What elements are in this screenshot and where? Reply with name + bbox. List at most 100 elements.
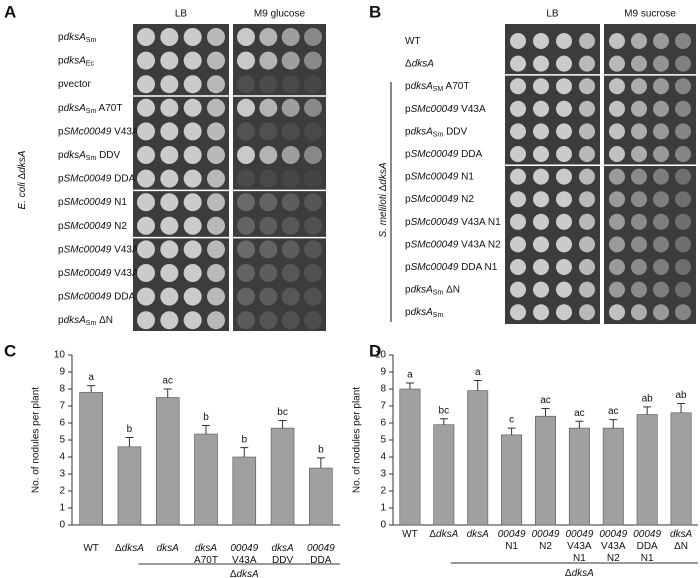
colony-spot: [556, 100, 572, 117]
row-label: pSMc00049 V43A N1: [405, 216, 501, 227]
text-run: WT: [405, 36, 421, 47]
colony-spot: [609, 78, 625, 95]
text-run: V43A N1: [458, 216, 501, 227]
italic-run: SMc00049: [64, 291, 112, 302]
italic-run: 00049: [565, 529, 593, 540]
colony-spot: [160, 146, 179, 164]
text-run: N1: [505, 541, 518, 552]
italic-run: SMc00049: [411, 149, 459, 160]
colony-spot: [259, 98, 278, 117]
colony-spot: [533, 123, 549, 140]
colony-spot: [259, 122, 278, 141]
colony-spot: [556, 123, 572, 140]
colony-spot: [259, 51, 278, 70]
text-run: p: [405, 284, 411, 295]
text-run: Δ: [378, 184, 389, 194]
italic-run: dksA: [64, 315, 87, 326]
side-label: S. meliloti ΔdksA: [378, 162, 389, 237]
colony-spot: [631, 259, 647, 275]
italic-run: dksA: [378, 162, 389, 185]
colony-spot: [137, 287, 155, 306]
colony-spot: [631, 191, 647, 208]
subscript-run: Sm: [433, 132, 444, 139]
text-run: p: [405, 262, 411, 273]
colony-spot: [304, 264, 322, 282]
colony-spot: [675, 100, 691, 117]
text-run: DDA: [310, 555, 331, 566]
row-label: WT: [405, 36, 421, 47]
colony-spot: [556, 168, 572, 185]
colony-spot: [675, 33, 691, 49]
bar: [636, 414, 658, 526]
colony-spot: [675, 55, 691, 72]
row-label: pdksASm: [405, 307, 443, 320]
panel-label: D: [369, 341, 381, 360]
colony-spot: [137, 216, 155, 235]
bar: [568, 427, 590, 526]
x-tick-label: N2: [607, 553, 620, 564]
colony-spot: [160, 75, 179, 94]
colony-spot: [207, 216, 225, 235]
colony-spot: [137, 28, 155, 46]
text-run: p: [405, 171, 411, 182]
significance-letter: ab: [642, 393, 654, 404]
italic-run: S. meliloti: [378, 193, 389, 237]
bar: [535, 415, 556, 526]
colony-spot: [259, 75, 278, 94]
colony-spot: [609, 213, 625, 230]
italic-run: 00049: [599, 529, 627, 540]
subscript-run: Sm: [86, 321, 97, 328]
colony-spot: [579, 281, 595, 298]
y-tick-label: 1: [380, 503, 386, 514]
x-tick-label: 00049: [599, 529, 627, 540]
colony-spot: [183, 146, 202, 164]
subscript-run: Sm: [433, 313, 444, 320]
colony-spot: [237, 146, 255, 164]
text-run: N2: [111, 220, 127, 231]
colony-spot: [281, 98, 300, 117]
colony-spot: [631, 55, 647, 72]
error-bar: [439, 418, 448, 425]
panel-label: C: [4, 341, 16, 360]
row-label: pSMc00049 N1: [405, 171, 474, 182]
y-tick-label: 2: [59, 486, 65, 497]
colony-spot: [579, 78, 595, 95]
colony-spot: [579, 236, 595, 253]
text-run: p: [405, 307, 411, 318]
panel-label: A: [4, 2, 16, 21]
italic-run: SMc00049: [64, 173, 112, 184]
colony-spot: [510, 78, 526, 95]
colony-spot: [304, 216, 322, 235]
y-tick-label: 10: [375, 350, 387, 361]
text-run: DDA: [111, 173, 135, 184]
x-tick-label: N1: [573, 553, 586, 564]
italic-run: dksA: [411, 126, 434, 137]
colony-spot: [237, 51, 255, 70]
colony-spot: [183, 193, 202, 212]
significance-letter: c: [509, 415, 514, 426]
row-label: ΔdksA: [405, 58, 434, 69]
colony-spot: [237, 122, 255, 141]
y-tick-label: 3: [380, 469, 386, 480]
row-label: pSMc00049 V43A: [58, 126, 139, 137]
colony-spot: [609, 191, 625, 208]
colony-spot: [609, 55, 625, 72]
colony-spot: [183, 51, 202, 70]
text-run: WT: [83, 543, 99, 554]
bar: [79, 392, 103, 526]
italic-run: SMc00049: [411, 103, 459, 114]
colony-spot: [675, 123, 691, 140]
colony-spot: [675, 191, 691, 208]
italic-run: 00049: [498, 529, 526, 540]
colony-spot: [510, 213, 526, 230]
column-header: LB: [546, 9, 559, 20]
column-header: LB: [175, 9, 188, 20]
colony-spot: [653, 100, 669, 117]
colony-spot: [675, 281, 691, 298]
italic-run: dksA: [157, 543, 180, 554]
text-run: V43A N1: [111, 244, 154, 255]
text-run: WT: [402, 529, 418, 540]
italic-run: SMc00049: [411, 262, 459, 273]
y-tick-label: 7: [59, 401, 65, 412]
colony-spot: [207, 146, 225, 164]
